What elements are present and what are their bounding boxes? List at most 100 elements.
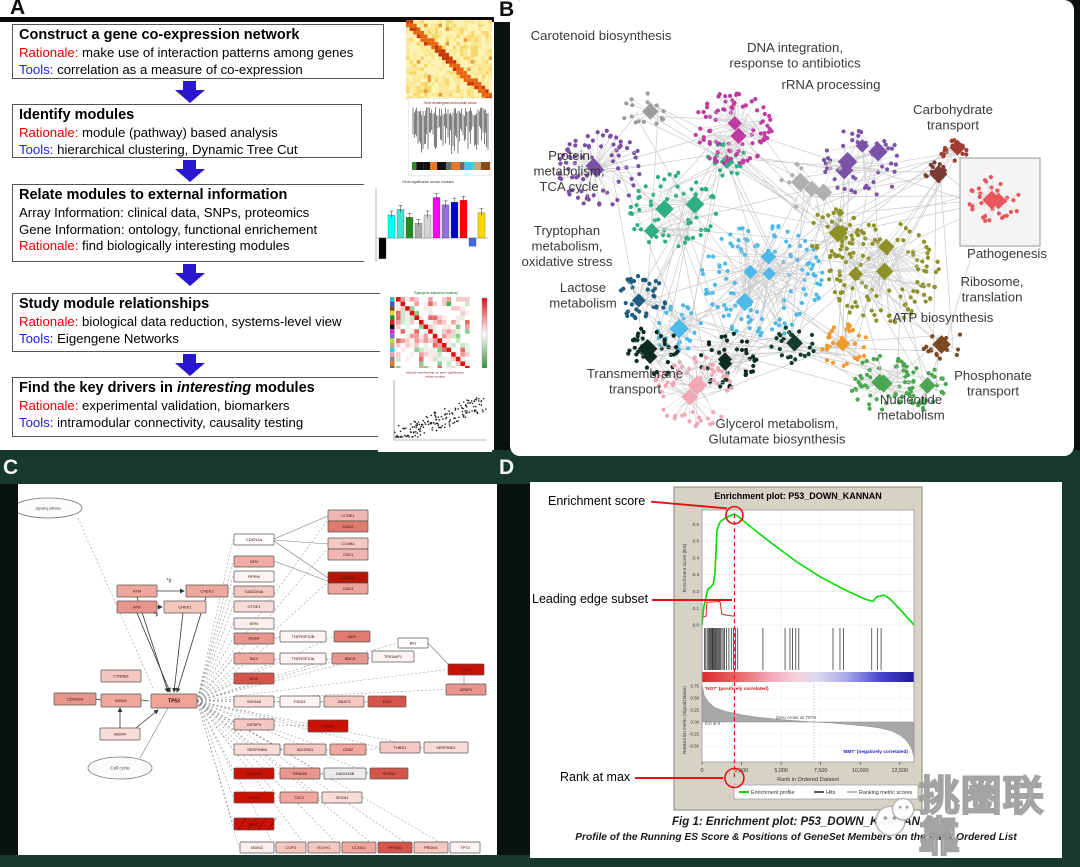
gene-box: CCNG1	[341, 841, 377, 854]
gene-box: GTSE1	[233, 600, 275, 613]
svg-text: 7,500	[814, 768, 828, 774]
svg-text: 0.1	[693, 606, 700, 611]
gsea-plot-svg: Enrichment plot: P53_DOWN_KANNAN 0.0 0.1 0.…	[673, 486, 923, 811]
gene-box: PRDM1	[413, 841, 449, 854]
thumbnail-dendrogram: Gene dendrogram and module colors	[408, 98, 492, 176]
network-cluster	[902, 366, 948, 412]
svg-text: COP1	[286, 845, 298, 850]
figure-caption-line2: Profile of the Running ES Score & Positi…	[575, 832, 1017, 843]
flow-step-5: Find the key drivers in interesting modu…	[12, 377, 388, 437]
zero-cross-label: Zero cross at 7073	[776, 715, 816, 721]
panel-c-label: C	[3, 456, 19, 479]
cluster-label: Transmembrane	[587, 366, 683, 381]
svg-text: SERPINB5	[247, 747, 268, 752]
svg-text: BAX	[250, 656, 258, 661]
svg-text: MDM2	[115, 698, 128, 703]
svg-text: CDKN1A	[246, 537, 263, 542]
cluster-label: Glutamate biosynthesis	[708, 432, 845, 447]
svg-text: PPM1D	[388, 845, 402, 850]
svg-text: 0.5	[693, 539, 700, 544]
cluster-label: Lactose	[560, 280, 606, 295]
gene-box: BOK	[233, 672, 275, 685]
flow-step-line: Tools: hierarchical clustering, Dynamic …	[19, 141, 298, 157]
gene-box: ZMAT3	[323, 695, 365, 708]
gene-box: TNFRSF10A	[279, 652, 327, 665]
svg-text: -0.25	[689, 732, 700, 737]
network-cluster	[779, 160, 843, 227]
flow-arrow-shaft	[183, 354, 196, 363]
gene-box: ADGRB1	[283, 743, 327, 756]
gsea-legend-box	[733, 784, 919, 800]
annotation-line-rank-at-max	[635, 777, 723, 779]
cluster-label: Protein	[548, 148, 590, 163]
network-cluster	[820, 322, 868, 368]
panel-a-flowchart: Construct a gene co-expression network Ra…	[0, 0, 494, 452]
svg-text: 0.4	[693, 555, 700, 560]
flow-arrow-shaft	[183, 81, 196, 90]
gene-box: ATR	[116, 600, 158, 614]
svg-text: *p	[167, 578, 172, 584]
gene-box: CHEK2	[185, 584, 229, 598]
svg-text: *p	[154, 612, 159, 618]
gene-box: CHEK1	[163, 600, 207, 614]
annotation-leading-edge: Leading edge subset	[532, 592, 649, 606]
svg-text: CCNB1	[341, 541, 355, 546]
gene-box: DDB2	[233, 817, 277, 831]
svg-text: CDKN2A	[67, 697, 84, 702]
svg-text: APAF1	[460, 687, 473, 692]
rank-at-max-circle	[724, 767, 745, 789]
network-cluster	[653, 355, 734, 429]
cluster-label: metabolism,	[533, 164, 604, 179]
panel-a-label: A	[10, 0, 26, 19]
svg-text: THBS1	[394, 745, 408, 750]
gsea-title: Enrichment plot: P53_DOWN_KANNAN	[714, 491, 882, 501]
svg-text: EI24	[383, 699, 392, 704]
network-cluster	[810, 207, 860, 258]
gene-box: PIDD1	[279, 695, 321, 708]
network-cluster	[827, 221, 941, 325]
network-cluster	[821, 129, 900, 197]
svg-text: Cell cycle	[110, 766, 130, 771]
svg-text: 0.75	[690, 684, 699, 689]
svg-text: BID	[410, 641, 417, 646]
svg-text: RCHY1	[317, 845, 331, 850]
legend-item-label: Enrichment profile	[751, 790, 794, 796]
panel-d-gsea: Enrichment plot: P53_DOWN_KANNAN 0.0 0.1 0.…	[530, 482, 1062, 858]
flow-step-title: Study module relationships	[19, 296, 210, 312]
svg-text: -0.50	[689, 744, 700, 749]
svg-text: 0	[701, 768, 704, 774]
right-band	[1062, 484, 1080, 855]
gene-box: CDKN1A	[233, 533, 275, 546]
p53-pathway-svg: signaling pathway Cell cycle ATM CHEK2 ATR CH…	[13, 497, 487, 854]
cluster-label: ATP biosynthesis	[893, 310, 994, 325]
gene-box: RPRM	[233, 570, 275, 583]
gene-box: ATM	[116, 584, 158, 598]
svg-text: CDK4	[343, 586, 354, 591]
network-cluster	[693, 91, 774, 166]
flow-step-title: Relate modules to external information	[19, 187, 288, 203]
gene-box: IGFBP3	[233, 718, 275, 731]
gene-box: RCHY1	[307, 841, 341, 854]
svg-text: CCNE1	[341, 513, 355, 518]
correlation-gradient-bar	[702, 672, 914, 682]
svg-text: ATR	[133, 605, 141, 610]
flow-arrow-icon	[175, 363, 205, 376]
gene-box: TP53AIP1	[371, 650, 415, 663]
svg-text: TP53AIP1	[384, 654, 403, 659]
gene-box: CYCS	[447, 663, 485, 676]
svg-text: Eigengene adjacency heatmap	[414, 291, 458, 295]
gsea-group: Enrichment plot: P53_DOWN_KANNAN 0.0 0.1 0.…	[673, 486, 923, 811]
flow-step-line: Rationale: biological data reduction, sy…	[19, 313, 342, 329]
gene-box: SERPINB5	[233, 743, 281, 756]
svg-text: signaling pathway	[35, 507, 61, 511]
svg-text: Gene dendrogram and module colors	[424, 101, 477, 105]
pos-corr-label: 'NGT' (positively correlated)	[705, 686, 769, 692]
svg-text: RRM2B	[293, 771, 307, 776]
gene-box: CCND1	[327, 571, 369, 584]
gene-box: CCNB1	[327, 537, 369, 550]
cluster-label: metabolism	[549, 296, 616, 311]
svg-text: SHISA5	[247, 699, 262, 704]
flow-step-line: Tools: Eigengene Networks	[19, 330, 179, 346]
svg-text: BBC3	[345, 656, 356, 661]
svg-text: TP73	[460, 845, 470, 850]
